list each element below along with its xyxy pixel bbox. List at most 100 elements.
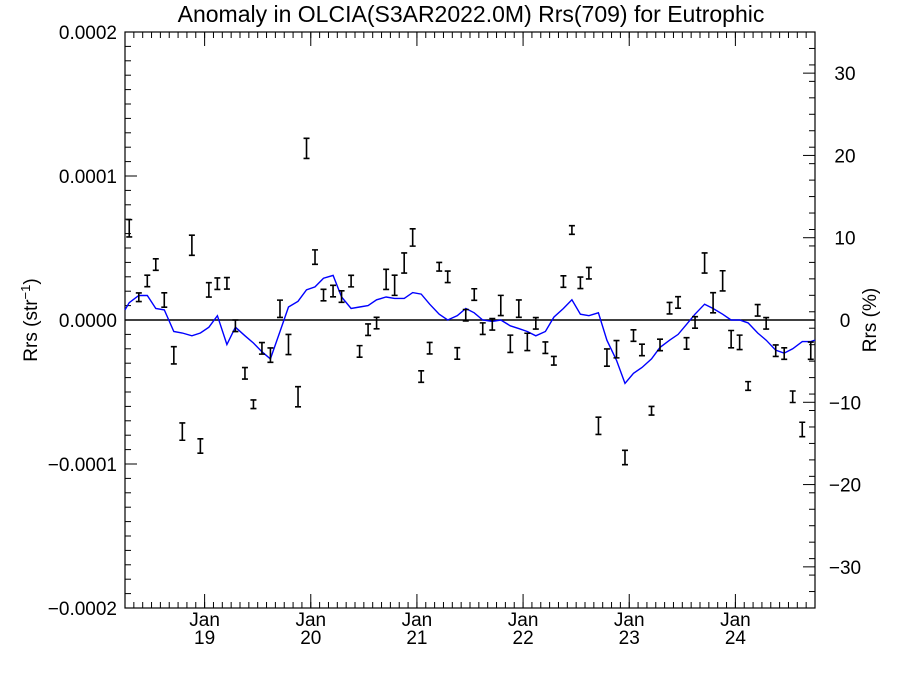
error-bar-point [595,416,602,436]
error-bar [197,438,204,454]
error-bar-point [409,228,416,247]
error-bar-point [232,319,239,333]
error-bar [205,281,212,298]
error-bar-point [471,287,478,302]
y-tick-label: 0.0002 [59,23,117,44]
error-bar [479,322,486,336]
x-tick-month: Jan [720,610,751,631]
error-bar-point [710,291,717,314]
error-bar [152,258,159,272]
error-bar [365,323,372,337]
error-bar-point [258,341,265,355]
error-bar-point [507,334,514,354]
error-bar [303,137,310,160]
error-bar [666,301,673,315]
error-bar [736,334,743,351]
error-bar [621,449,628,466]
error-bar [188,234,195,257]
error-bar-point [719,269,726,292]
error-bar [550,355,557,366]
y-tick-label: −0.0001 [48,455,117,476]
x-tick-year: 23 [619,628,640,649]
y-tick-label: 0.0001 [59,167,117,188]
error-bar-point [524,332,531,352]
error-bar [603,348,610,368]
error-bar-point [436,261,443,272]
y2-tick-label: −10 [829,393,861,414]
error-bar [426,341,433,355]
error-bar [170,345,177,365]
error-bar-point [489,317,496,331]
x-tick-year: 24 [725,628,747,649]
x-tick-year: 21 [406,628,427,649]
error-bar-point [532,316,539,330]
error-bar-point [179,422,186,442]
error-bar [515,299,522,319]
error-bar [401,252,408,274]
ticks-layer [124,31,816,609]
error-bar-point [267,347,274,364]
error-bar-point [515,299,522,319]
error-bar-point [479,322,486,336]
error-bar-point [542,341,549,355]
error-bar-point [401,252,408,274]
error-bar-point [223,276,230,290]
error-bar [799,421,806,438]
error-bar-point [241,366,248,380]
error-bar-point [781,346,788,361]
error-bar-point [188,234,195,257]
error-bar-point [630,328,637,343]
error-bar-point [454,346,461,360]
x-tick-year: 20 [300,628,321,649]
y2-tick-label: −30 [829,558,861,579]
error-bar-point [312,249,319,266]
x-tick-month: Jan [295,610,326,631]
error-bar-point [135,292,142,303]
error-bar-point [285,333,292,356]
error-bar [568,224,575,236]
error-bar-point [560,274,567,289]
error-bar [356,344,363,358]
error-bar-point [799,421,806,438]
error-bar [507,334,514,354]
error-bar [630,328,637,343]
error-bar [285,333,292,356]
error-bar [373,316,380,330]
error-bar-point [356,344,363,358]
y2-axis-label: Rrs (%) [860,288,881,352]
x-tick-year: 19 [194,628,215,649]
error-bar-point [303,137,310,160]
error-bar-point [657,338,664,352]
error-bar [560,274,567,289]
error-bar-point [577,276,584,290]
error-bar [232,319,239,333]
error-bar-point [152,258,159,272]
error-bar [241,366,248,380]
error-bar [267,347,274,364]
error-bar [161,291,168,308]
error-bar-point [170,345,177,365]
error-bar [772,344,779,358]
error-bar [330,284,337,298]
error-bar-point [736,334,743,351]
error-bar-point [585,266,592,280]
error-bar [348,274,355,288]
error-bar [675,295,682,309]
error-bar-point [418,370,425,384]
error-bar-point [763,316,770,330]
error-bar [595,416,602,436]
error-bar [692,315,699,330]
tick-labels-layer: 0.0002 0.0001 0.0000 −0.0001 −0.0002 30 20 10 0 −… [48,23,861,649]
error-bar-point [745,380,752,392]
error-bar [338,289,345,304]
y-axis-label: Rrs (str−1) [18,278,42,361]
error-bar [613,339,620,359]
error-bar [250,399,257,410]
y-tick-label: 0.0000 [59,311,117,332]
smoothed-anomaly-line [124,274,816,385]
error-bar [532,316,539,330]
error-bar [657,338,664,352]
error-bar [214,277,221,291]
error-bar-point [444,270,451,284]
